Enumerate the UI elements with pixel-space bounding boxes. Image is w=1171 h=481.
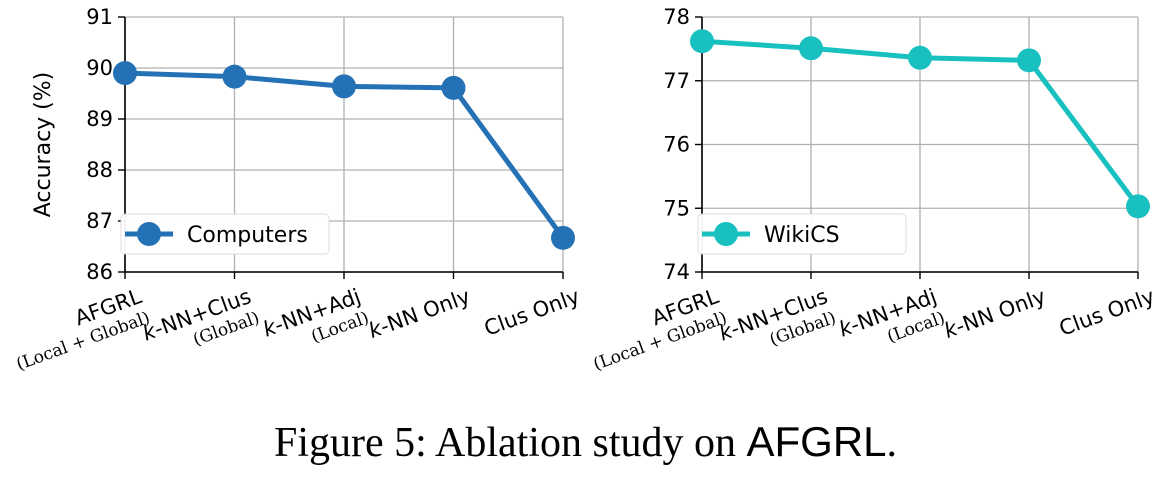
x-tick-label-italic-k: k bbox=[716, 319, 736, 346]
x-tick-label: Clus Only bbox=[1056, 284, 1158, 341]
data-point bbox=[908, 45, 932, 70]
x-tick-label-italic-k: k bbox=[836, 315, 856, 342]
figure-caption: Figure 5: Ablation study on AFGRL. bbox=[0, 418, 1171, 467]
y-tick-label: 77 bbox=[663, 69, 690, 93]
y-tick-label: 88 bbox=[86, 158, 113, 182]
x-tick-label-italic-k: k bbox=[260, 315, 280, 342]
legend-label: Computers bbox=[187, 223, 308, 248]
data-point bbox=[113, 61, 137, 86]
y-tick-label: 86 bbox=[86, 260, 113, 284]
data-point bbox=[551, 225, 575, 250]
caption-suffix: . bbox=[886, 420, 898, 466]
x-tick-label: Clus Only bbox=[481, 284, 583, 341]
x-tick-label-italic-k: k bbox=[139, 319, 159, 346]
y-tick-label: 74 bbox=[663, 260, 690, 284]
y-tick-label: 89 bbox=[86, 107, 113, 131]
y-tick-label: 91 bbox=[86, 5, 113, 29]
legend-marker bbox=[137, 222, 161, 246]
caption-prefix: Figure 5: Ablation study on bbox=[273, 420, 747, 466]
data-point bbox=[799, 36, 823, 61]
x-tick-label-italic-k: k bbox=[365, 316, 385, 343]
data-point bbox=[690, 29, 714, 54]
y-tick-label: 87 bbox=[86, 209, 113, 233]
legend-marker bbox=[714, 222, 738, 246]
y-tick-label: 90 bbox=[86, 56, 113, 80]
x-tick-label: k-NN Only bbox=[365, 284, 473, 343]
data-point bbox=[222, 64, 247, 89]
data-point bbox=[1126, 194, 1150, 219]
caption-method-name: AFGRL bbox=[746, 418, 887, 465]
data-point bbox=[332, 74, 356, 99]
data-point bbox=[441, 75, 466, 100]
y-tick-label: 78 bbox=[663, 5, 690, 29]
x-tick-label-italic-k: k bbox=[941, 316, 961, 343]
legend-box bbox=[120, 213, 330, 255]
y-tick-label: 75 bbox=[663, 196, 690, 220]
x-tick-label: k-NN Only bbox=[941, 284, 1049, 343]
legend-label: WikiCS bbox=[764, 223, 840, 248]
data-point bbox=[1017, 48, 1041, 73]
legend-box bbox=[697, 213, 907, 255]
y-tick-label: 76 bbox=[663, 133, 690, 157]
y-axis-label: Accuracy (%) bbox=[31, 72, 56, 218]
